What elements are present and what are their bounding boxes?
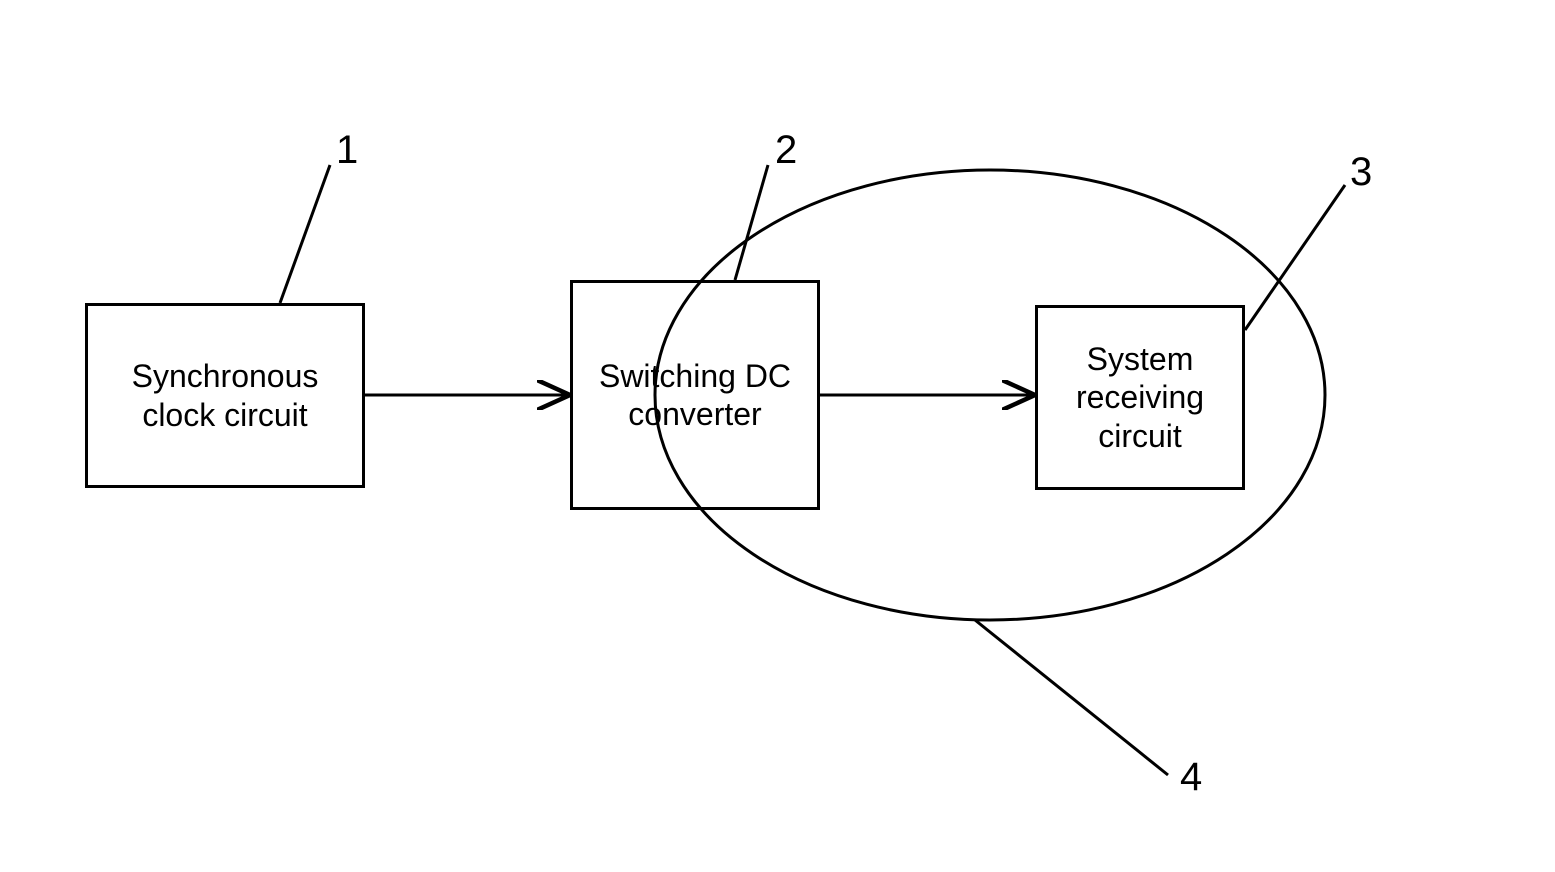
block-label: Switching DCconverter: [599, 357, 791, 434]
synchronous-clock-block: Synchronousclock circuit: [85, 303, 365, 488]
block-label: Synchronousclock circuit: [132, 357, 319, 434]
block-label: Systemreceivingcircuit: [1076, 340, 1204, 455]
system-receiving-circuit-block: Systemreceivingcircuit: [1035, 305, 1245, 490]
callout-label-2: 2: [775, 128, 797, 173]
switching-dc-converter-block: Switching DCconverter: [570, 280, 820, 510]
block-diagram: Synchronousclock circuit Switching DCcon…: [0, 0, 1555, 872]
callout-label-1: 1: [336, 128, 358, 173]
callout-label-4: 4: [1180, 755, 1202, 800]
callout-label-3: 3: [1350, 150, 1372, 195]
